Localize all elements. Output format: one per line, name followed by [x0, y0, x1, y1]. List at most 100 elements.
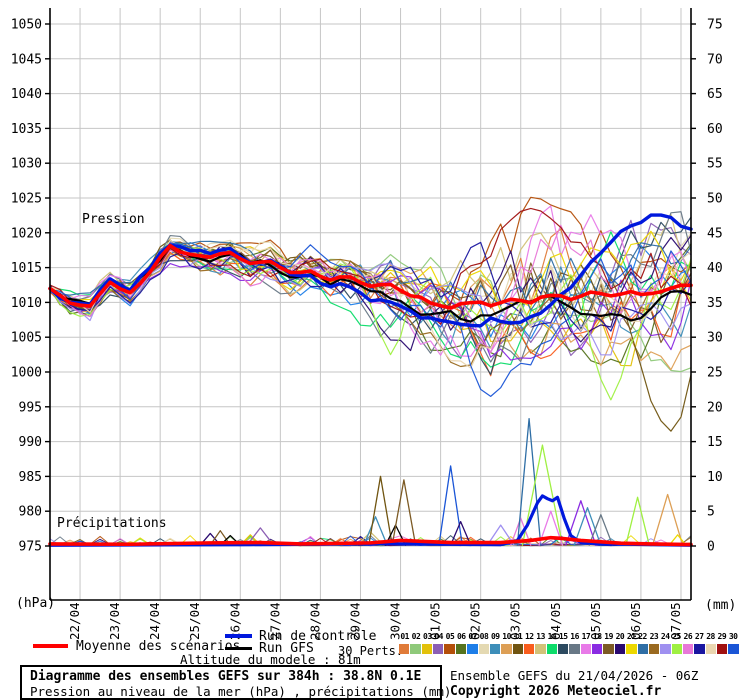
pressure-annotation: Pression [82, 212, 145, 227]
pert-color-swatch [694, 644, 705, 654]
pert-color-swatch [614, 644, 626, 654]
x-axis-date-label: 27/04 [267, 602, 282, 640]
pert-number: 09 [490, 632, 500, 641]
pert-color-swatch [648, 644, 660, 654]
pert-number: 06 [456, 632, 466, 641]
pert-number: 13 [536, 632, 545, 641]
x-axis-date-label: 01/05 [428, 602, 443, 640]
pert-color-swatch [523, 644, 535, 654]
model-altitude-label: Altitude du modele : 81m [180, 652, 361, 667]
pert-number: 20 [615, 632, 625, 641]
pert-color-swatch [603, 644, 614, 654]
right-axis-tick-label: 50 [707, 192, 723, 207]
pert-color-swatch [535, 644, 546, 654]
left-axis-tick-label: 1020 [11, 226, 42, 241]
x-axis-date-label: 29/04 [347, 602, 362, 640]
left-axis-tick-label: 1015 [11, 261, 42, 276]
right-axis-unit: (mm) [705, 598, 737, 613]
left-axis-tick-label: 1005 [11, 331, 42, 346]
x-axis-date-label: 03/05 [508, 602, 523, 640]
x-axis-date-label: 28/04 [307, 602, 322, 640]
right-axis-tick-label: 10 [707, 470, 723, 485]
pert-number: 28 [706, 632, 715, 641]
left-axis-tick-label: 1030 [11, 157, 42, 172]
x-axis-date-label: 30/04 [388, 602, 403, 640]
pert-color-swatch [558, 644, 569, 654]
pert-number: 25 [672, 632, 681, 641]
control-line-sample [225, 634, 252, 638]
pert-number: 18 [592, 632, 602, 641]
pert-number: 21 [626, 632, 636, 641]
x-axis-date-label: 04/05 [548, 602, 563, 640]
pert-number: 15 [558, 632, 568, 641]
run-info-label: Ensemble GEFS du 21/04/2026 - 06Z [450, 668, 699, 683]
chart-title: Diagramme des ensembles GEFS sur 384h : … [30, 669, 422, 684]
right-axis-tick-label: 45 [707, 226, 723, 241]
right-axis-tick-label: 15 [707, 435, 723, 450]
left-axis-tick-label: 975 [19, 540, 42, 555]
x-axis-date-label: 22/04 [67, 602, 82, 640]
pert-number: 07 [468, 632, 477, 641]
perturbation-colors-row [399, 644, 739, 654]
pert-number: 03 [423, 632, 432, 641]
left-axis-tick-label: 1050 [11, 18, 42, 33]
x-axis-date-label: 24/04 [147, 602, 162, 640]
pert-number: 16 [570, 632, 579, 641]
perturbation-numbers-row: 01 02 03 04 05 06 07 08 09 10 11 12 13 14 15 16 17 18 19 20… [399, 632, 739, 641]
gfs-legend-label: Run GFS [259, 641, 314, 656]
pert-color-swatch [728, 644, 739, 654]
pert-color-swatch [580, 644, 592, 654]
pert-color-swatch [444, 644, 455, 654]
pert-color-swatch [682, 644, 694, 654]
pert-color-swatch [592, 644, 603, 654]
pert-number: 02 [411, 632, 421, 641]
right-axis-tick-label: 0 [707, 540, 715, 555]
pert-color-swatch [433, 644, 444, 654]
right-axis-tick-label: 55 [707, 157, 723, 172]
pert-color-swatch [421, 644, 433, 654]
mean-line-sample [33, 644, 68, 648]
x-axis-date-label: 25/04 [187, 602, 202, 640]
pert-color-swatch [512, 644, 523, 654]
pert-number: 11 [513, 632, 523, 641]
right-axis-tick-label: 25 [707, 366, 723, 381]
right-axis-tick-label: 5 [707, 505, 715, 520]
pert-number: 27 [694, 632, 704, 641]
pert-number: 14 [547, 632, 557, 641]
pert-number: 05 [445, 632, 455, 641]
left-axis-tick-label: 985 [19, 470, 42, 485]
pert-number: 08 [479, 632, 489, 641]
x-axis-date-label: 02/05 [468, 602, 483, 640]
x-axis-date-label: 23/04 [107, 602, 122, 640]
right-axis-tick-label: 40 [707, 261, 723, 276]
control-legend-label: Run de contrôle [259, 629, 377, 644]
pert-color-swatch [626, 644, 637, 654]
perts-count-label: 30 Perts. [338, 644, 404, 658]
precipitation-annotation: Précipitations [57, 516, 167, 531]
gfs-line-sample [225, 647, 252, 650]
pert-number: 23 [649, 632, 659, 641]
mean-legend-label: Moyenne des scénarios [76, 639, 241, 654]
pert-color-swatch [410, 644, 421, 654]
pert-number: 30 [728, 632, 738, 641]
pert-number: 12 [524, 632, 534, 641]
pert-color-swatch [637, 644, 648, 654]
left-axis-tick-label: 1010 [11, 296, 42, 311]
pert-color-swatch [478, 644, 489, 654]
left-axis-tick-label: 1000 [11, 366, 42, 381]
pert-number: 04 [434, 632, 443, 641]
left-axis-tick-label: 995 [19, 400, 42, 415]
chart-info-box: Diagramme des ensembles GEFS sur 384h : … [20, 665, 451, 700]
pert-color-swatch [705, 644, 717, 654]
pert-color-swatch [569, 644, 580, 654]
left-axis-tick-label: 1040 [11, 87, 42, 102]
chart-subtitle: Pression au niveau de la mer (hPa) , pré… [30, 684, 452, 699]
pert-color-swatch [467, 644, 478, 654]
pert-number: 22 [638, 632, 647, 641]
pert-color-swatch [671, 644, 682, 654]
pert-number: 19 [604, 632, 613, 641]
copyright-label: Copyright 2026 Meteociel.fr [450, 684, 662, 699]
pert-number: 24 [660, 632, 670, 641]
